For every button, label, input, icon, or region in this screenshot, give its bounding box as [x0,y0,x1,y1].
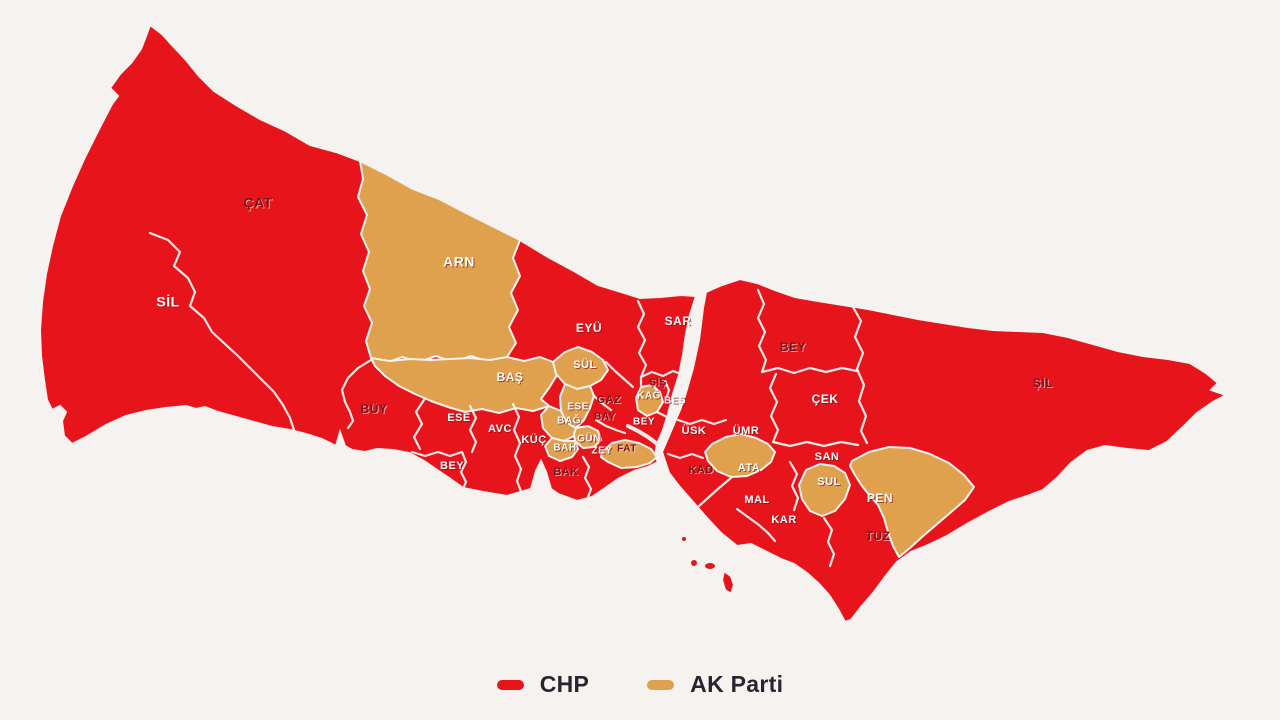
border-catalca-buyukcekmece [340,358,373,430]
district-label-maltepe: MAL [744,494,769,506]
district-label-uskudar: ÜSK [682,424,707,437]
district-label-buyukcekmece: BÜY [361,401,388,416]
district-label-beyoglu: BEY [633,417,655,428]
border-gaziosmanpasa-bayrampasa [592,394,613,412]
border-uskudar-umraniye [676,418,728,426]
district-shape-fatih [600,439,658,469]
border-esenyurt-beylikduzu [410,450,464,458]
akparti-legend-label: AK Parti [690,671,784,697]
chp-color-swatch [496,679,524,690]
border-uskudar-kadikoy [666,452,705,460]
district-label-zeytinburnu: ZEY [592,446,613,457]
island [680,535,688,543]
border-kartal-tuzla [822,516,836,568]
border-maltepe-kartal [735,507,777,543]
legend: CHP AK Parti [0,671,1280,698]
district-shape-pendik [849,446,975,558]
island [721,570,735,595]
district-label-umraniye: ÜMR [733,424,760,437]
border-besiktas-beyoglu [655,410,673,422]
district-label-esenler: ESE [567,402,589,413]
district-shape-arnavutkoy [357,160,521,364]
border-sariyer-sisli [639,369,683,379]
district-label-bagcilar: BAĞ [557,414,581,427]
district-labels: SİL ÇAT ARN BÜY ESE BEY AVC KÜÇ BAK BAŞ SÜL EYÜ SAR G… [156,195,1053,543]
district-label-silivri: SİL [156,294,179,310]
legend-item-chp: CHP [496,671,590,698]
border-umraniye-cekmekoy [768,372,780,444]
akp-districts [357,160,975,558]
district-shape-basaksehir [370,356,558,414]
island [703,561,717,571]
district-label-sariyer: SAR [665,314,692,328]
district-label-gungoren: GÜN [577,432,601,445]
district-label-catalca: ÇAT [243,195,272,211]
chp-legend-label: CHP [539,671,590,697]
border-eyupsultan-sariyer [636,299,648,387]
district-label-bakirkoy: BAK [553,466,578,478]
district-label-sancaktepe: SAN [815,451,840,463]
district-shape-bagcilar [540,405,577,442]
district-label-sultangazi: SÜL [573,358,597,371]
district-shape-sultangazi [552,346,609,390]
golden-horn-inlet [626,424,663,451]
akparti-color-swatch [647,679,675,690]
border-sisli-besiktas [663,379,671,401]
district-label-tuzla: TUZ [866,529,891,543]
district-label-besiktas: BEŞ [664,396,686,407]
border-esenyurt-avcilar [468,404,478,454]
district-label-gaziosmanpasa: GAZ [597,394,622,406]
district-label-eyupsultan: EYÜ [576,320,602,335]
border-uskudar-beykoz [756,288,768,374]
legend-item-akparti: AK Parti [647,671,783,698]
district-shape-bahcelievler [544,437,579,462]
border-cekmekoy-sancaktepe [771,440,860,448]
border-kadikoy-maltepe [697,476,733,508]
border-gaziosmanpasa-eyupsultan [604,360,635,389]
border-buyukcekmece-esenyurt [412,398,426,451]
district-label-beylikduzu: BEY [440,460,464,472]
district-label-pendik: PEN [867,491,893,505]
district-shape-sultanbeyli [798,463,851,517]
district-label-kucukcekmece: KÜÇ [521,433,546,446]
island [689,558,699,568]
district-label-cekmekoy: ÇEK [812,392,839,406]
district-label-bahcelievler: BAH [553,443,576,454]
border-beylikduzu-avcilar [459,450,468,491]
district-borders [148,231,869,568]
border-bayrampasa-zeytinburnu [594,418,627,435]
district-shape-esenler [559,383,595,429]
district-shape-gungoren [573,425,602,449]
district-label-atasehir: ATA [738,462,760,474]
district-label-kadikoy: KAD [688,464,713,476]
district-shape-atasehir [704,433,776,478]
district-label-kartal: KAR [771,514,796,526]
district-label-arnavutkoy: ARN [443,254,475,270]
border-sile-west [851,305,869,445]
border-beykoz-cekmekoy [760,366,859,375]
district-label-fatih: FAT [617,444,637,455]
district-label-bayrampasa: BAY [594,412,616,423]
border-silivri-catalca [148,231,296,432]
district-label-sultanbeyli: SUL [817,476,841,488]
border-bakirkoy-zeytinburnu [581,455,593,499]
district-label-sile: ŞİL [1033,375,1053,390]
district-label-kagithane: KAĞ [637,389,661,402]
border-sancaktepe-kartal [788,460,800,512]
landmass-asia [660,277,1229,624]
district-label-sisli: ŞİŞ [649,376,667,389]
district-label-avcilar: AVC [488,423,512,435]
district-label-esenyurt: ESE [447,412,471,424]
district-label-beykoz: BEY [780,340,806,354]
border-avcilar-kucukcekmece [511,402,524,496]
district-label-basaksehir: BAŞ [497,370,524,384]
princes-islands [680,535,735,595]
